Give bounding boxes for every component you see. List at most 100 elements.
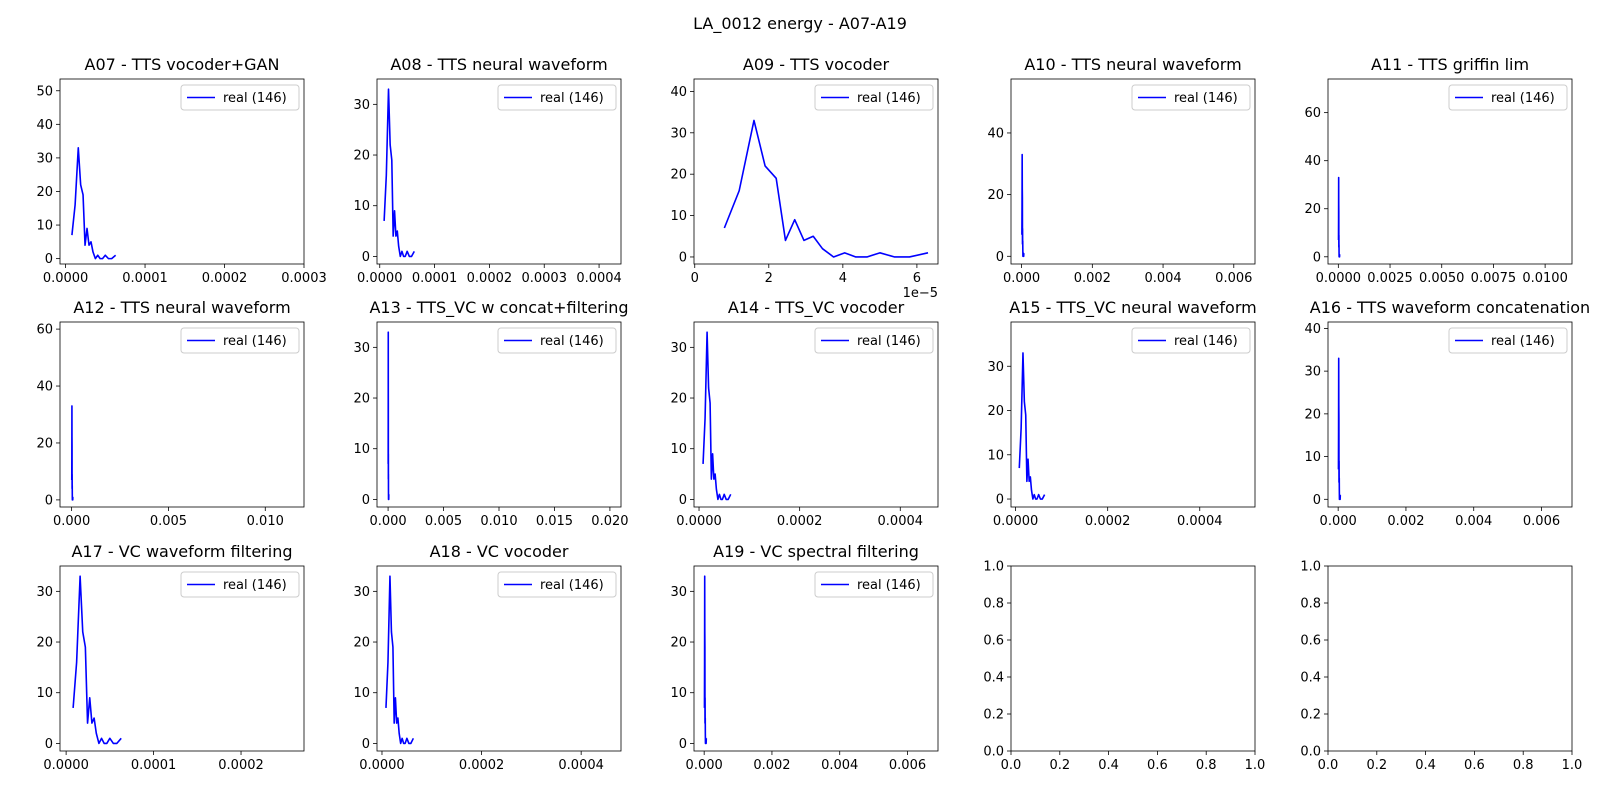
- x-tick-label: 0.020: [591, 514, 628, 529]
- x-tick-label: 0: [691, 271, 699, 286]
- series-line: [71, 147, 117, 260]
- x-tick-label: 1.0: [1245, 758, 1266, 773]
- plot-frame: [376, 78, 622, 265]
- series-line: [72, 575, 122, 745]
- y-tick-label: 20: [36, 636, 53, 651]
- y-tick-label: 0: [362, 737, 370, 752]
- figure-title: LA_0012 energy - A07-A19: [693, 14, 907, 34]
- x-tick-label: 0.0002: [777, 514, 823, 529]
- subplot-title: A15 - TTS_VC neural waveform: [1009, 298, 1256, 318]
- legend-label: real (146): [857, 578, 921, 593]
- x-tick-label: 0.006: [1523, 514, 1560, 529]
- x-tick-label: 0.4: [1098, 758, 1119, 773]
- y-tick-label: 0: [45, 493, 53, 508]
- x-tick-label: 0.0001: [412, 271, 458, 286]
- x-tick-label: 0.0000: [43, 271, 89, 286]
- y-tick-label: 10: [670, 442, 687, 457]
- legend: real (146): [497, 571, 617, 598]
- x-tick-label: 0.0075: [1471, 271, 1517, 286]
- x-tick-label: 0.4: [1415, 758, 1436, 773]
- y-tick-label: 0: [45, 737, 53, 752]
- subplot: A09 - TTS vocoder 0 2 4 6 0 10 20 30 40 1e−5 real (…: [670, 55, 939, 301]
- series-line: [70, 405, 74, 501]
- legend: real (146): [814, 84, 934, 111]
- y-tick-label: 0: [996, 250, 1004, 265]
- series-line: [702, 331, 732, 501]
- legend-label: real (146): [1174, 334, 1238, 349]
- plot-frame: [59, 321, 305, 508]
- y-tick-label: 40: [1304, 154, 1321, 169]
- legend-frame: [180, 84, 300, 111]
- subplot: A16 - TTS waveform concatenation 0.000 0.0…: [1304, 298, 1590, 529]
- y-tick-label: 1.0: [983, 560, 1004, 575]
- y-tick-label: 40: [987, 126, 1004, 141]
- legend-frame: [814, 327, 934, 354]
- x-tick-label: 0.0004: [558, 758, 604, 773]
- legend-frame: [814, 571, 934, 598]
- series-line: [387, 331, 390, 501]
- subplot: A14 - TTS_VC vocoder 0.0000 0.0002 0.0004 0 1…: [670, 298, 939, 529]
- x-tick-label: 0.0002: [459, 758, 505, 773]
- legend-label: real (146): [540, 578, 604, 593]
- y-tick-label: 30: [36, 585, 53, 600]
- y-tick-label: 0.0: [983, 745, 1004, 760]
- series-line: [385, 575, 415, 745]
- x-tick-label: 6: [913, 271, 921, 286]
- x-tick-label: 0.2: [1049, 758, 1070, 773]
- series-line: [1018, 352, 1046, 500]
- legend: real (146): [1448, 84, 1568, 111]
- subplot-title: A11 - TTS griffin lim: [1371, 55, 1529, 74]
- legend: real (146): [497, 327, 617, 354]
- subplot-title: A17 - VC waveform filtering: [71, 542, 292, 561]
- x-tick-label: 0.000: [686, 758, 723, 773]
- subplot-title: A16 - TTS waveform concatenation: [1310, 298, 1590, 317]
- plot-frame: [59, 565, 305, 752]
- legend-label: real (146): [223, 578, 287, 593]
- x-tick-label: 0.004: [821, 758, 858, 773]
- y-tick-label: 60: [1304, 106, 1321, 121]
- series-line: [723, 119, 929, 258]
- legend-frame: [180, 571, 300, 598]
- legend-label: real (146): [1174, 91, 1238, 106]
- x-tick-label: 0.015: [536, 514, 573, 529]
- plot-frame: [59, 78, 305, 265]
- series-line: [703, 575, 708, 745]
- subplot: A07 - TTS vocoder+GAN 0.0000 0.0001 0.0002 0…: [36, 55, 326, 286]
- legend-label: real (146): [540, 334, 604, 349]
- legend-label: real (146): [857, 91, 921, 106]
- legend-label: real (146): [223, 91, 287, 106]
- subplot: A13 - TTS_VC w concat+filtering 0.000 0.00…: [353, 298, 628, 529]
- x-tick-label: 0.006: [889, 758, 926, 773]
- y-tick-label: 50: [36, 84, 53, 99]
- legend-label: real (146): [1491, 334, 1555, 349]
- legend-frame: [497, 327, 617, 354]
- subplot-title: A13 - TTS_VC w concat+filtering: [369, 298, 628, 318]
- x-tick-label: 0.010: [247, 514, 284, 529]
- x-tick-label: 1.0: [1562, 758, 1583, 773]
- x-tick-label: 0.0004: [1177, 514, 1223, 529]
- subplot: A08 - TTS neural waveform 0.0000 0.0001 0.0…: [353, 55, 621, 286]
- x-tick-label: 0.0000: [357, 271, 403, 286]
- x-tick-label: 0.0004: [878, 514, 924, 529]
- plot-frame: [693, 565, 939, 752]
- legend: real (146): [814, 571, 934, 598]
- y-tick-label: 0: [679, 737, 687, 752]
- x-tick-label: 0.010: [480, 514, 517, 529]
- plot-frame: [1010, 78, 1256, 265]
- subplot-title: A18 - VC vocoder: [430, 542, 569, 561]
- y-tick-label: 20: [670, 392, 687, 407]
- x-tick-label: 0.0002: [218, 758, 264, 773]
- y-tick-label: 0.8: [1300, 597, 1321, 612]
- plot-frame: [693, 321, 939, 508]
- y-tick-label: 10: [353, 442, 370, 457]
- subplot-title: A08 - TTS neural waveform: [390, 55, 607, 74]
- y-tick-label: 10: [36, 219, 53, 234]
- y-tick-label: 20: [36, 185, 53, 200]
- legend-frame: [497, 571, 617, 598]
- legend: real (146): [180, 571, 300, 598]
- y-tick-label: 10: [670, 686, 687, 701]
- x-tick-label: 0.6: [1464, 758, 1485, 773]
- x-tick-label: 0.000: [1003, 271, 1040, 286]
- subplot-title: A10 - TTS neural waveform: [1024, 55, 1241, 74]
